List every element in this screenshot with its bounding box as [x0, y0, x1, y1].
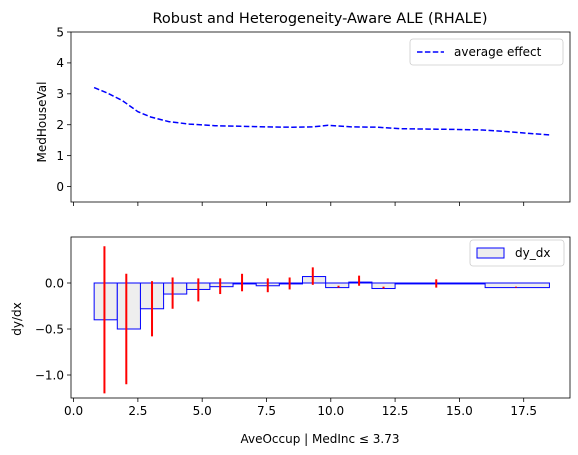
dy-dx-bar: [93, 282, 118, 321]
top-y-tick-label: 0: [56, 180, 64, 194]
bottom-x-tick-label: 7.5: [257, 404, 276, 418]
bottom-x-tick-label: 12.5: [382, 404, 409, 418]
dy-dx-bar: [394, 282, 486, 285]
top-y-tick-label: 4: [56, 56, 64, 70]
bottom-x-tick-label: 15.0: [446, 404, 473, 418]
top-y-axis-label: MedHouseVal: [35, 82, 49, 163]
top-y-tick-label: 3: [56, 87, 64, 101]
bottom-y-tick-label: −1.0: [35, 368, 64, 382]
top-plot-area: 0 1 2 3 4 5 average effect: [56, 25, 571, 206]
top-y-tick-label: 5: [56, 25, 64, 39]
bottom-x-tick-label: 17.5: [510, 404, 537, 418]
bottom-legend-box: [469, 239, 565, 267]
bottom-y-tick-label: −0.5: [35, 322, 64, 336]
dy-dx-bar: [278, 282, 303, 285]
bottom-y-axis-label: dy/dx: [10, 302, 24, 335]
top-y-tick-label: 2: [56, 118, 64, 132]
bottom-plot-frame: [70, 236, 571, 399]
bottom-x-tick-label: 5.0: [193, 404, 212, 418]
dy-dx-bar: [348, 281, 373, 284]
bottom-x-tick-label: 0.0: [64, 404, 83, 418]
top-y-tick-label: 1: [56, 149, 64, 163]
dy-dx-bar: [232, 282, 257, 285]
dy-dx-bar: [301, 276, 327, 284]
bottom-legend-swatch: [476, 247, 505, 259]
dy-dx-bar: [484, 282, 550, 289]
bottom-plot-area: −1.0 −0.5 0.0 0.0 2.5 5.0 7.5 10.0 12.5 15.0 17.5 d…: [35, 236, 571, 418]
top-plot-frame: [70, 31, 571, 203]
average-effect-line: [93, 86, 550, 136]
bottom-x-tick-label: 2.5: [128, 404, 147, 418]
bottom-legend-label: dy_dx: [515, 246, 550, 260]
top-legend-label: average effect: [454, 45, 542, 59]
dy-dx-bar: [163, 282, 188, 295]
bottom-y-tick-label: 0.0: [45, 276, 64, 290]
bottom-x-axis-label: AveOccup | MedInc ≤ 3.73: [240, 432, 399, 446]
dy-dx-bar: [325, 282, 350, 289]
dy-dx-bar: [116, 282, 141, 330]
dy-dx-bar: [209, 282, 234, 288]
top-legend-box: [409, 38, 564, 66]
bottom-x-tick-label: 10.0: [317, 404, 344, 418]
top-chart-title: Robust and Heterogeneity-Aware ALE (RHAL…: [152, 11, 487, 27]
